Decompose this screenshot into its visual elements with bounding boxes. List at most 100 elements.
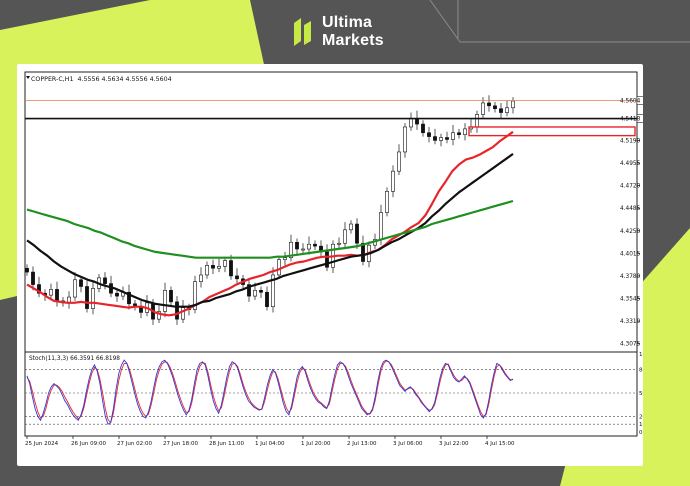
price-bar-body: [397, 151, 401, 172]
price-bar-body: [115, 292, 119, 297]
price-bar-body: [355, 223, 359, 244]
brand-logo: Ultima Markets: [293, 14, 384, 50]
price-tick-label: 4.3780: [620, 274, 641, 280]
price-bar-body: [91, 288, 95, 309]
price-bar-body: [307, 243, 311, 250]
price-bar-body: [277, 259, 281, 276]
price-tick-label: 4.3545: [620, 297, 641, 303]
price-bar-body: [169, 290, 173, 303]
price-bar-body: [289, 241, 293, 258]
price-bar-body: [253, 290, 257, 297]
price-bar-body: [337, 242, 341, 245]
price-tick-label: 4.5190: [620, 138, 641, 144]
time-tick-label: 1 Jul 20:00: [301, 441, 331, 447]
price-bar-body: [205, 265, 209, 276]
price-bar-body: [25, 267, 29, 273]
price-bar-body: [247, 284, 251, 297]
stoch-signal-line: [26, 360, 513, 424]
price-bar-body: [259, 290, 263, 293]
price-bar-body: [193, 281, 197, 310]
time-axis-ticks: 25 Jun 2024 26 Jun 09:00 27 Jun 02:00 27 Ju…: [25, 436, 515, 447]
price-panel-frame: [24, 71, 638, 353]
brand-name-line2: Markets: [322, 32, 384, 49]
trading-chart: COPPER-C,H1 4.5556 4.5634 4.5556 4.5604 1…: [24, 71, 643, 447]
header-triangle-icon: [26, 76, 30, 79]
price-bar-body: [505, 107, 509, 113]
price-bar-body: [265, 291, 269, 307]
time-tick-label: 3 Jul 22:00: [439, 441, 469, 447]
stoch-panel-frame: [24, 351, 638, 437]
price-tick-label: 4.4485: [620, 206, 641, 212]
ma-fast-line: [26, 130, 514, 317]
highlight-zone-box: [468, 126, 636, 137]
price-bar-body: [409, 118, 413, 128]
stochastic-lines: [26, 359, 514, 425]
price-tick-label: 4.3310: [620, 319, 641, 325]
price-bars: [25, 95, 515, 325]
current-price-label: 4.5604: [620, 99, 641, 105]
time-tick-label: 2 Jul 13:00: [347, 441, 377, 447]
price-bar-body: [511, 100, 515, 109]
time-tick-label: 26 Jun 09:00: [71, 441, 106, 447]
price-bar-body: [451, 132, 455, 140]
time-tick-label: 25 Jun 2024: [25, 441, 59, 447]
time-tick-label: 27 Jun 02:00: [117, 441, 152, 447]
price-bar-body: [433, 136, 437, 141]
brand-name-line1: Ultima: [322, 14, 373, 31]
price-bar-body: [85, 286, 89, 309]
annotated-levels: 4.5604 4.5418: [25, 96, 643, 137]
price-bar-body: [79, 279, 83, 287]
price-bar-body: [361, 242, 365, 262]
price-bar-body: [229, 260, 233, 277]
price-bar-body: [403, 126, 407, 153]
price-bar-body: [55, 289, 59, 302]
price-bar-body: [103, 277, 107, 284]
time-tick-label: 28 Jun 11:00: [209, 441, 244, 447]
price-bar-body: [301, 248, 305, 251]
price-bar-body: [217, 266, 221, 269]
price-tick-label: 4.4955: [620, 161, 641, 167]
price-bar-body: [487, 102, 491, 107]
price-bar-body: [457, 132, 461, 135]
time-tick-label: 27 Jun 18:00: [163, 441, 198, 447]
price-bar-body: [271, 274, 275, 307]
price-bar-body: [343, 229, 347, 244]
stoch-level-label: 80: [639, 368, 643, 374]
ma-mid-line: [26, 153, 514, 308]
price-tick-label: 4.4720: [620, 184, 641, 190]
stoch-main-line: [26, 359, 514, 425]
price-bar-body: [199, 274, 203, 282]
price-bar-body: [385, 191, 389, 213]
price-bar-body: [325, 251, 329, 268]
stoch-header: Stoch(11,3,3) 66.3591 66.8198: [29, 356, 120, 362]
ma-slow-line: [26, 199, 514, 259]
price-bar-body: [181, 307, 185, 320]
price-bar-body: [391, 170, 395, 192]
price-axis-ticks: 4.5190 4.4955 4.4720 4.4485 4.4250 4.4015 4.37…: [620, 138, 641, 347]
stoch-level-label: 50: [639, 391, 643, 397]
time-tick-label: 3 Jul 06:00: [393, 441, 423, 447]
price-tick-label: 4.4015: [620, 251, 641, 257]
current-price-tag: [636, 96, 643, 105]
support-price-label: 4.5418: [620, 117, 641, 123]
price-tick-label: 4.4250: [620, 229, 641, 235]
price-bar-body: [223, 260, 227, 267]
price-bar-body: [439, 137, 443, 141]
price-bar-body: [349, 223, 353, 231]
price-bar-body: [283, 257, 287, 260]
price-bar-body: [463, 128, 467, 135]
stoch-level-label: 100: [639, 352, 643, 358]
price-bar-body: [379, 212, 383, 240]
symbol-header: COPPER-C,H1 4.5556 4.5634 4.5556 4.5604: [31, 76, 172, 83]
price-bar-body: [73, 279, 77, 298]
price-bar-body: [31, 271, 35, 285]
price-bar-body: [49, 289, 53, 296]
time-tick-label: 4 Jul 15:00: [485, 441, 515, 447]
price-bar-body: [235, 275, 239, 280]
price-bar-body: [211, 265, 215, 269]
ultima-markets-logo-icon: [294, 18, 311, 46]
moving-average-lines: [26, 130, 514, 317]
price-tick-label: 4.3075: [620, 342, 641, 348]
stoch-level-label: 10: [639, 422, 643, 428]
price-bar-body: [427, 132, 431, 137]
